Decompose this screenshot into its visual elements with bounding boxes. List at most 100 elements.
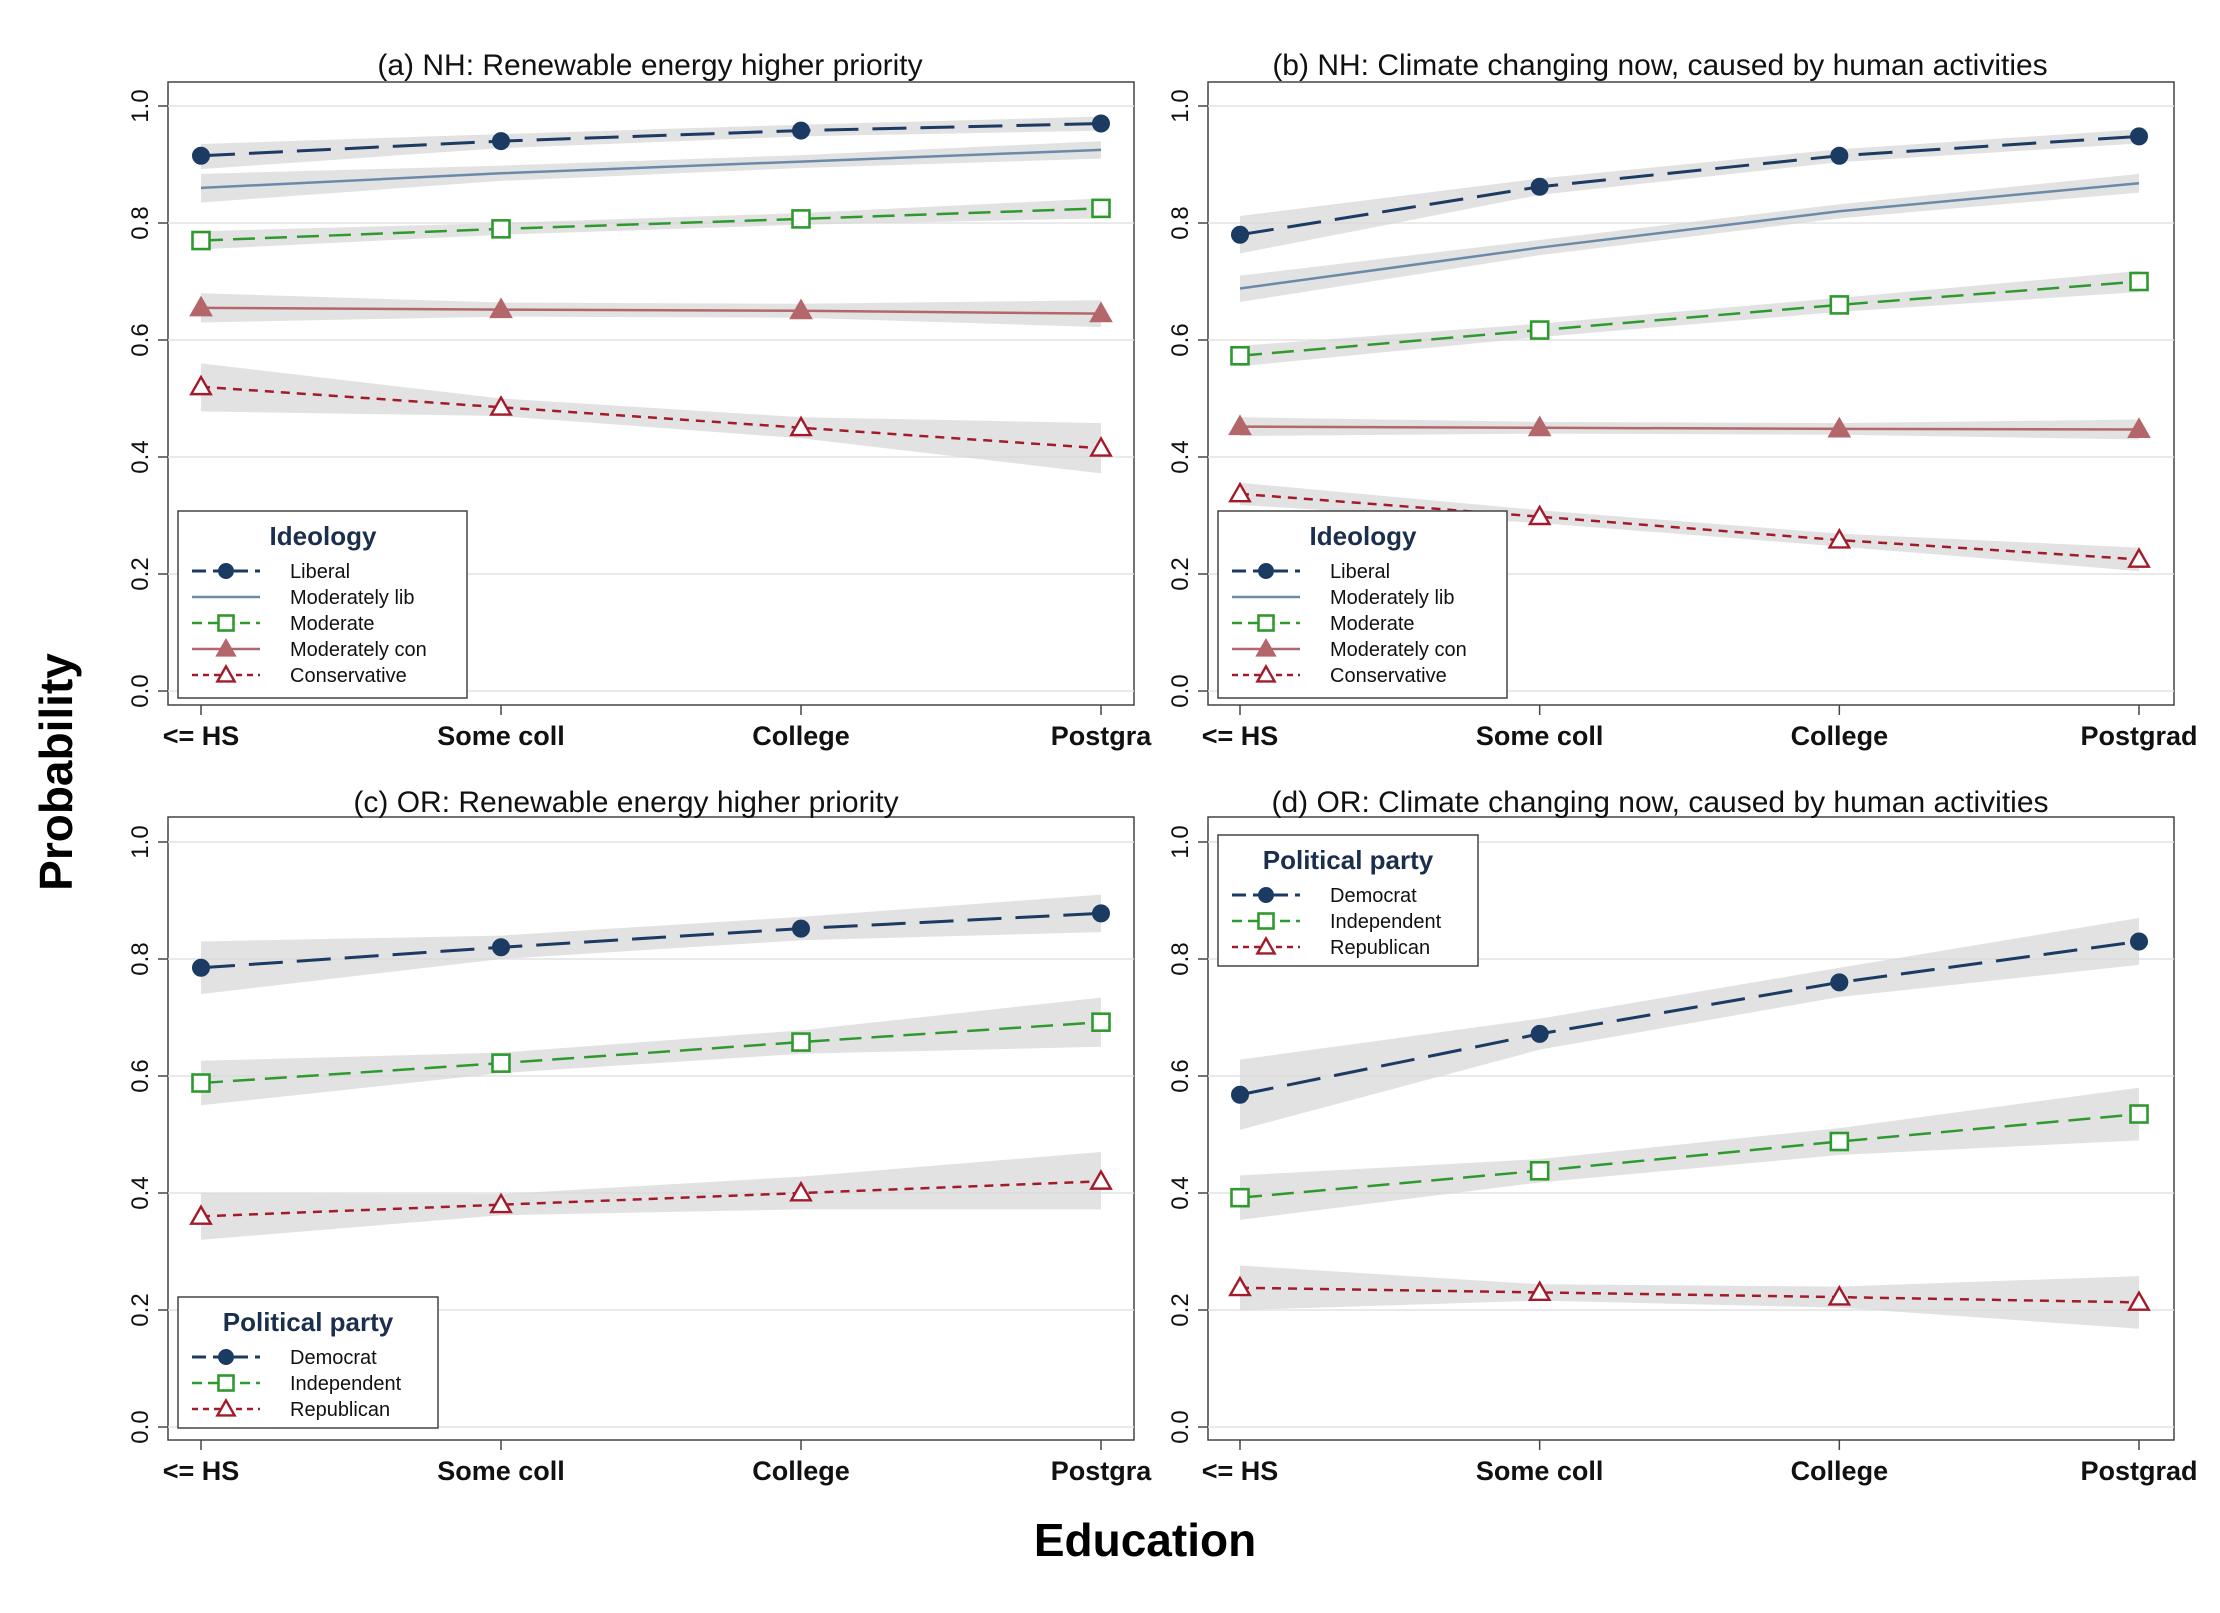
series-line [200, 1180, 1102, 1218]
data-point [189, 374, 213, 396]
series-line [1239, 134, 2140, 237]
data-point [1228, 414, 1252, 436]
data-point [789, 415, 813, 437]
x-tick-label: <= HS [1202, 721, 1279, 751]
x-tick-label: Postgrad [2080, 1456, 2197, 1486]
legend-swatch-marker [1258, 887, 1274, 903]
data-point [1527, 1280, 1552, 1301]
legend: Political party Democrat Independent Republ… [1217, 834, 1479, 967]
data-point [1089, 1169, 1113, 1190]
data-point [2129, 1104, 2149, 1124]
data-point [1091, 198, 1111, 219]
legend-entry-label: Liberal [1330, 561, 1390, 583]
series-line [1239, 492, 2140, 561]
series-line [200, 148, 1102, 190]
y-tick-label: 0.2 [1167, 557, 1194, 590]
panel-1: 0.0 0.2 0.4 0.6 0.8 1.0 <= HS Some coll College P… [1167, 49, 2198, 751]
data-point [1228, 481, 1252, 503]
data-point [491, 1053, 511, 1073]
y-tick-label: 0.2 [1167, 1293, 1194, 1326]
y-tick-label: 1.0 [1167, 825, 1194, 858]
y-tick-label: 0.6 [1167, 1059, 1194, 1092]
data-point [492, 938, 510, 957]
legend: Political party Democrat Independent Republ… [177, 1296, 439, 1429]
legend-entry-label: Moderately con [290, 639, 427, 661]
y-tick-label: 0.0 [1167, 1410, 1194, 1443]
y-tick-label: 0.0 [127, 1410, 154, 1443]
x-tick-label: Postgrad [2080, 721, 2197, 751]
legend-entry-label: Liberal [290, 561, 350, 583]
legend-entry-label: Moderately lib [290, 587, 415, 609]
data-point [1527, 415, 1552, 437]
data-point [191, 1073, 211, 1093]
data-point [1829, 1131, 1850, 1152]
data-point [1089, 436, 1113, 457]
y-tick-label: 1.0 [127, 89, 154, 122]
legend-swatch-marker [217, 614, 235, 632]
legend-swatch-marker [218, 563, 234, 579]
y-tick-label: 0.8 [1167, 206, 1194, 239]
legend-entry-label: Conservative [290, 665, 407, 687]
y-tick-label: 0.6 [127, 1059, 154, 1092]
data-point [2127, 547, 2151, 568]
y-tick-label: 1.0 [1167, 89, 1194, 122]
series-line [200, 122, 1102, 158]
y-tick-label: 0.4 [127, 1176, 154, 1209]
data-point [2127, 417, 2151, 439]
data-point [1230, 1187, 1250, 1208]
data-point [1091, 1012, 1111, 1032]
x-tick-label: Postgra [1051, 721, 1153, 751]
legend-entry-label: Independent [290, 1373, 402, 1395]
data-point [1827, 416, 1852, 438]
legend-swatch-marker [1258, 563, 1274, 579]
legend-entry-label: Moderately con [1330, 639, 1467, 661]
legend-title: Political party [1263, 845, 1434, 875]
data-point [789, 1180, 813, 1202]
x-tick-label: Some coll [1476, 721, 1604, 751]
confidence-band [1240, 482, 2139, 572]
data-point [489, 297, 513, 319]
data-point [1231, 1085, 1249, 1104]
data-point [192, 146, 210, 165]
legend-entry-label: Independent [1330, 911, 1442, 933]
confidence-band [1240, 129, 2139, 254]
data-point [1230, 345, 1250, 366]
data-point [489, 395, 513, 416]
data-point [789, 298, 813, 320]
y-tick-label: 0.6 [1167, 323, 1194, 356]
panel-2: 0.0 0.2 0.4 0.6 0.8 1.0 <= HS Some coll College P… [127, 786, 1152, 1486]
y-tick-label: 0.6 [127, 323, 154, 356]
data-point [491, 219, 511, 239]
legend-entry-label: Moderate [1330, 613, 1415, 635]
x-tick-label: <= HS [163, 721, 240, 751]
panel-0: 0.0 0.2 0.4 0.6 0.8 1.0 <= HS Some coll College P… [127, 49, 1152, 751]
data-point [189, 1204, 213, 1225]
data-point [1530, 177, 1549, 196]
panels: 0.0 0.2 0.4 0.6 0.8 1.0 <= HS Some coll College P… [127, 49, 2198, 1486]
data-point [1231, 225, 1249, 244]
y-tick-label: 0.0 [127, 674, 154, 707]
data-point [791, 1032, 811, 1052]
data-point [1827, 1284, 1852, 1306]
series-line [1239, 1286, 2140, 1304]
data-point [492, 132, 510, 151]
y-tick-label: 0.4 [1167, 440, 1194, 473]
confidence-band [201, 141, 1101, 203]
series-line [1239, 425, 2140, 431]
data-point [191, 230, 211, 251]
y-axis-title: Probability [30, 653, 82, 891]
legend-entry-label: Moderate [290, 613, 375, 635]
series-line [1239, 1112, 2140, 1199]
legend-swatch-marker [1255, 637, 1277, 657]
legend-swatch-marker [217, 1374, 235, 1392]
legend-swatch-marker [1255, 935, 1277, 955]
series-line [200, 207, 1102, 242]
data-point [1529, 320, 1550, 340]
data-point [1092, 114, 1110, 133]
confidence-band [1240, 173, 2139, 302]
x-tick-label: <= HS [1202, 1456, 1279, 1486]
y-tick-label: 0.0 [1167, 674, 1194, 707]
legend: Ideology Liberal Moderately lib Moderate Mod… [1217, 510, 1508, 699]
legend-swatch-marker [215, 663, 237, 683]
